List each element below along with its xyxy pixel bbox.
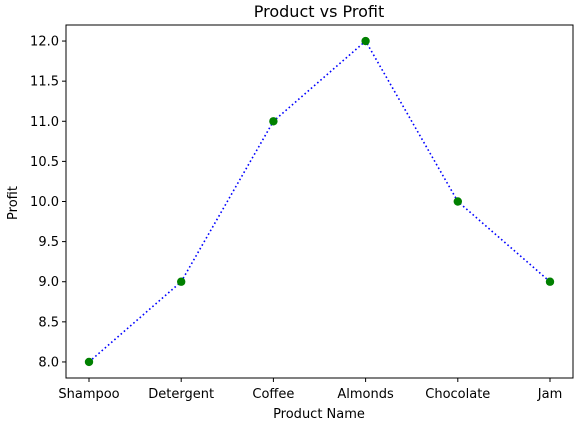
plot-area-frame bbox=[65, 24, 574, 379]
data-point bbox=[453, 197, 462, 206]
x-tick-label: Jam bbox=[537, 387, 562, 402]
y-tick-label: 8.0 bbox=[38, 355, 59, 370]
y-axis-label: Profit bbox=[6, 186, 21, 220]
data-point bbox=[545, 277, 555, 286]
y-tick-label: 12.0 bbox=[30, 35, 59, 50]
data-point bbox=[84, 357, 94, 367]
y-tick-label: 11.0 bbox=[30, 115, 59, 130]
chart-title: Product vs Profit bbox=[254, 2, 384, 21]
y-tick-label: 9.0 bbox=[38, 275, 59, 290]
y-tick-label: 10.0 bbox=[30, 195, 59, 210]
data-point bbox=[361, 36, 370, 46]
y-tick-label: 10.5 bbox=[30, 155, 59, 170]
y-tick-label: 11.5 bbox=[30, 75, 59, 90]
x-tick-label: Chocolate bbox=[425, 387, 490, 402]
x-tick-label: Coffee bbox=[252, 387, 294, 402]
y-tick-label: 9.5 bbox=[38, 235, 59, 250]
x-tick-label: Detergent bbox=[148, 387, 214, 402]
data-point bbox=[177, 277, 186, 286]
data-point bbox=[269, 117, 278, 126]
axis-ticks: 8.0 8.5 9.0 9.5 10.0 10.5 11.0 11.5 12.0 Shampoo D… bbox=[30, 35, 562, 402]
x-tick-label: Shampoo bbox=[58, 387, 119, 402]
y-tick-label: 8.5 bbox=[38, 315, 59, 330]
series-line bbox=[88, 39, 551, 363]
x-axis-label: Product Name bbox=[273, 407, 365, 422]
x-tick-label: Almonds bbox=[337, 387, 394, 402]
data-series bbox=[84, 36, 555, 367]
